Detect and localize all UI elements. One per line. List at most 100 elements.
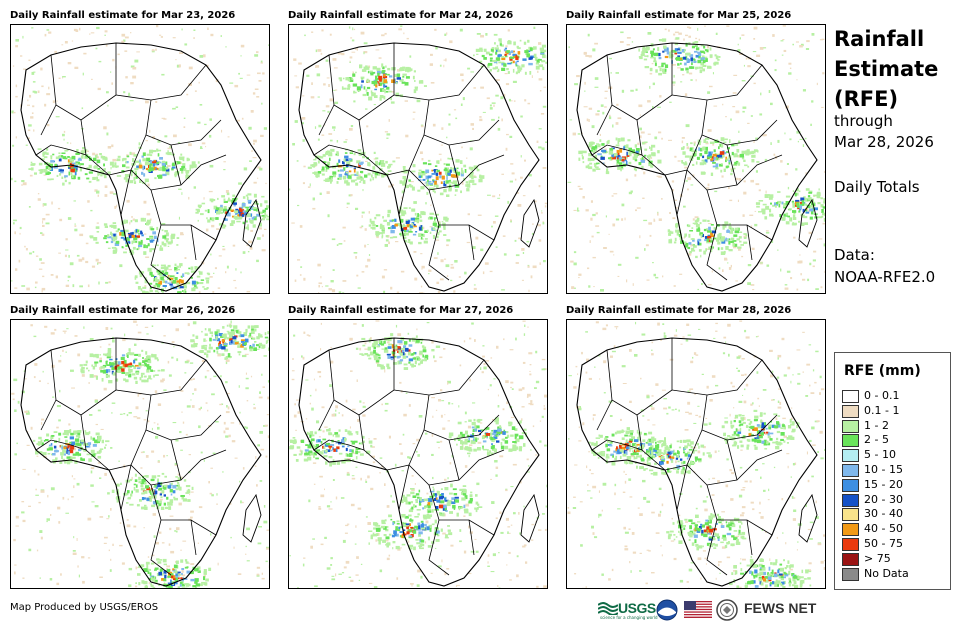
- rain-cell: [725, 246, 729, 250]
- rain-cell: [669, 55, 673, 59]
- rain-cell: [381, 234, 384, 238]
- rain-cell: [104, 225, 108, 228]
- rain-cell: [445, 219, 449, 222]
- rain-cell: [751, 150, 756, 154]
- rain-cell: [365, 160, 368, 162]
- rain-cell: [90, 436, 92, 440]
- rain-cell: [418, 241, 422, 245]
- rain-cell: [715, 167, 719, 170]
- rain-cell: [176, 571, 181, 574]
- rain-cell: [229, 324, 232, 328]
- rain-cell: [106, 132, 109, 136]
- rain-cell: [595, 212, 598, 215]
- rain-cell: [719, 156, 723, 159]
- rain-cell: [487, 388, 489, 391]
- rain-cell: [114, 205, 117, 209]
- rain-cell: [680, 62, 682, 65]
- rain-cell: [618, 156, 622, 160]
- rain-cell: [414, 483, 416, 485]
- rain-cell: [263, 355, 267, 357]
- rain-cell: [193, 343, 198, 345]
- rain-cell: [38, 436, 42, 440]
- rain-cell: [115, 378, 119, 382]
- rain-cell: [112, 543, 114, 546]
- rain-cell: [475, 550, 479, 553]
- rain-cell: [360, 170, 364, 174]
- rain-cell: [248, 201, 251, 204]
- rain-cell: [321, 134, 325, 136]
- rain-cell: [247, 325, 250, 329]
- rain-cell: [668, 51, 672, 55]
- rain-cell: [640, 159, 645, 163]
- rain-cell: [208, 481, 210, 484]
- rain-cell: [150, 369, 153, 372]
- rain-cell: [77, 565, 79, 568]
- rain-cell: [253, 207, 257, 211]
- rain-cell: [118, 366, 122, 369]
- rain-cell: [248, 335, 252, 338]
- rain-cell: [538, 239, 542, 242]
- rain-cell: [111, 82, 113, 85]
- rain-cell: [178, 386, 181, 389]
- rain-cell: [11, 392, 15, 395]
- rain-cell: [117, 361, 121, 365]
- rain-cell: [523, 544, 527, 547]
- rain-cell: [754, 223, 758, 227]
- rain-cell: [473, 165, 478, 170]
- rain-cell: [731, 151, 734, 156]
- rain-cell: [807, 278, 810, 282]
- rain-cell: [303, 331, 306, 334]
- africa-map: [11, 320, 269, 588]
- rain-cell: [569, 119, 573, 121]
- rain-cell: [64, 149, 68, 152]
- rain-cell: [313, 483, 316, 485]
- rain-cell: [438, 399, 442, 402]
- country-border: [701, 99, 778, 146]
- rain-cell: [318, 285, 320, 288]
- rain-cell: [342, 77, 345, 80]
- rain-cell: [22, 35, 24, 39]
- rain-cell: [96, 451, 101, 454]
- rain-cell: [327, 110, 330, 113]
- rain-cell: [142, 397, 145, 400]
- rain-cell: [520, 115, 523, 118]
- rain-cell: [467, 67, 471, 70]
- rain-cell: [176, 358, 179, 362]
- rain-cell: [345, 77, 350, 81]
- rain-cell: [111, 478, 115, 480]
- rain-cell: [731, 143, 735, 147]
- rain-cell: [791, 200, 795, 203]
- rain-cell: [89, 414, 93, 416]
- rain-cell: [80, 163, 84, 166]
- rain-cell: [170, 482, 173, 485]
- rain-cell: [371, 226, 376, 230]
- rain-cell: [223, 161, 226, 163]
- rain-cell: [74, 430, 79, 435]
- rain-cell: [623, 146, 626, 151]
- rain-cell: [92, 152, 96, 156]
- rain-cell: [622, 159, 627, 162]
- rain-cell: [71, 387, 75, 389]
- rain-cell: [148, 577, 152, 581]
- rain-cell: [330, 148, 335, 152]
- rain-cell: [770, 202, 772, 205]
- rain-cell: [589, 150, 594, 152]
- rain-cell: [143, 251, 147, 255]
- rain-cell: [400, 452, 403, 455]
- rain-cell: [162, 378, 165, 381]
- rain-cell: [523, 333, 526, 336]
- rain-cell: [720, 247, 724, 250]
- rain-cell: [521, 279, 524, 281]
- rain-cell: [158, 500, 162, 505]
- country-border: [130, 429, 227, 486]
- rain-cell: [63, 446, 68, 450]
- rain-cell: [497, 68, 500, 72]
- rain-cell: [453, 180, 458, 185]
- rain-cell: [822, 222, 825, 225]
- rain-cell: [59, 169, 64, 172]
- rain-cell: [637, 142, 640, 146]
- rain-cell: [87, 442, 92, 445]
- rain-cell: [144, 363, 147, 367]
- rain-cell: [782, 25, 786, 27]
- rain-cell: [318, 292, 320, 293]
